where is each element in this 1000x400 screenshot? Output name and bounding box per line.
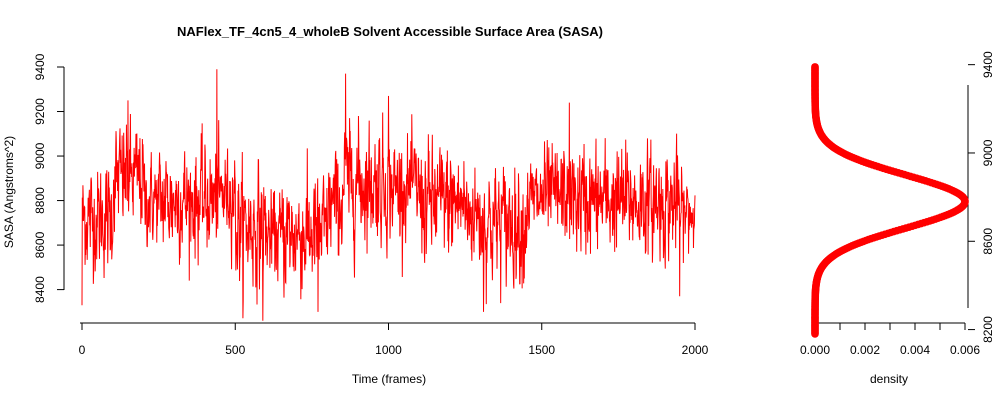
density-x-tick-label-3: 0.006	[950, 343, 980, 357]
main-x-tick-label-4: 2000	[682, 343, 709, 357]
density-x-tick-label-0: 0.000	[800, 343, 830, 357]
density-y-ticks: 8200 8600 9000 9400	[968, 51, 995, 343]
main-y-tick-label-5: 9400	[33, 53, 47, 80]
main-x-tick-label-0: 0	[79, 343, 86, 357]
main-y-ticks: 8400 8600 8800 9000 9200 9400	[33, 53, 64, 303]
main-x-ticks: 0 500 1000 1500 2000	[79, 323, 709, 357]
main-y-tick-label-0: 8400	[33, 276, 47, 303]
chart-title: NAFlex_TF_4cn5_4_wholeB Solvent Accessib…	[177, 24, 603, 39]
density-x-ticks: 0.000 0.002 0.004 0.006	[800, 323, 980, 357]
sasa-series-line	[81, 69, 696, 321]
density-x-axis-label: density	[870, 372, 908, 386]
main-y-tick-label-4: 9200	[33, 98, 47, 125]
density-x-tick-label-1: 0.002	[850, 343, 880, 357]
main-y-tick-label-2: 8800	[33, 187, 47, 214]
density-y-tick-label-3: 9400	[981, 51, 995, 78]
density-y-tick-label-0: 8200	[981, 316, 995, 343]
density-plot: 0.000 0.002 0.004 0.006 8200 8600 9000 9400 de…	[800, 51, 995, 386]
main-plot: 0 500 1000 1500 2000 8400 8600 8800 9000 9200 940…	[2, 53, 709, 386]
density-x-tick-label-2: 0.004	[900, 343, 930, 357]
density-curve	[811, 63, 969, 338]
density-y-tick-label-2: 9000	[981, 139, 995, 166]
main-y-tick-label-3: 9000	[33, 142, 47, 169]
main-y-tick-label-1: 8600	[33, 231, 47, 258]
main-x-axis-label: Time (frames)	[352, 372, 426, 386]
density-y-tick-label-1: 8600	[981, 228, 995, 255]
main-x-tick-label-1: 500	[225, 343, 245, 357]
main-x-tick-label-2: 1000	[375, 343, 402, 357]
density-point	[811, 63, 819, 71]
main-x-tick-label-3: 1500	[528, 343, 555, 357]
main-y-axis-label: SASA (Angstroms^2)	[2, 136, 16, 248]
